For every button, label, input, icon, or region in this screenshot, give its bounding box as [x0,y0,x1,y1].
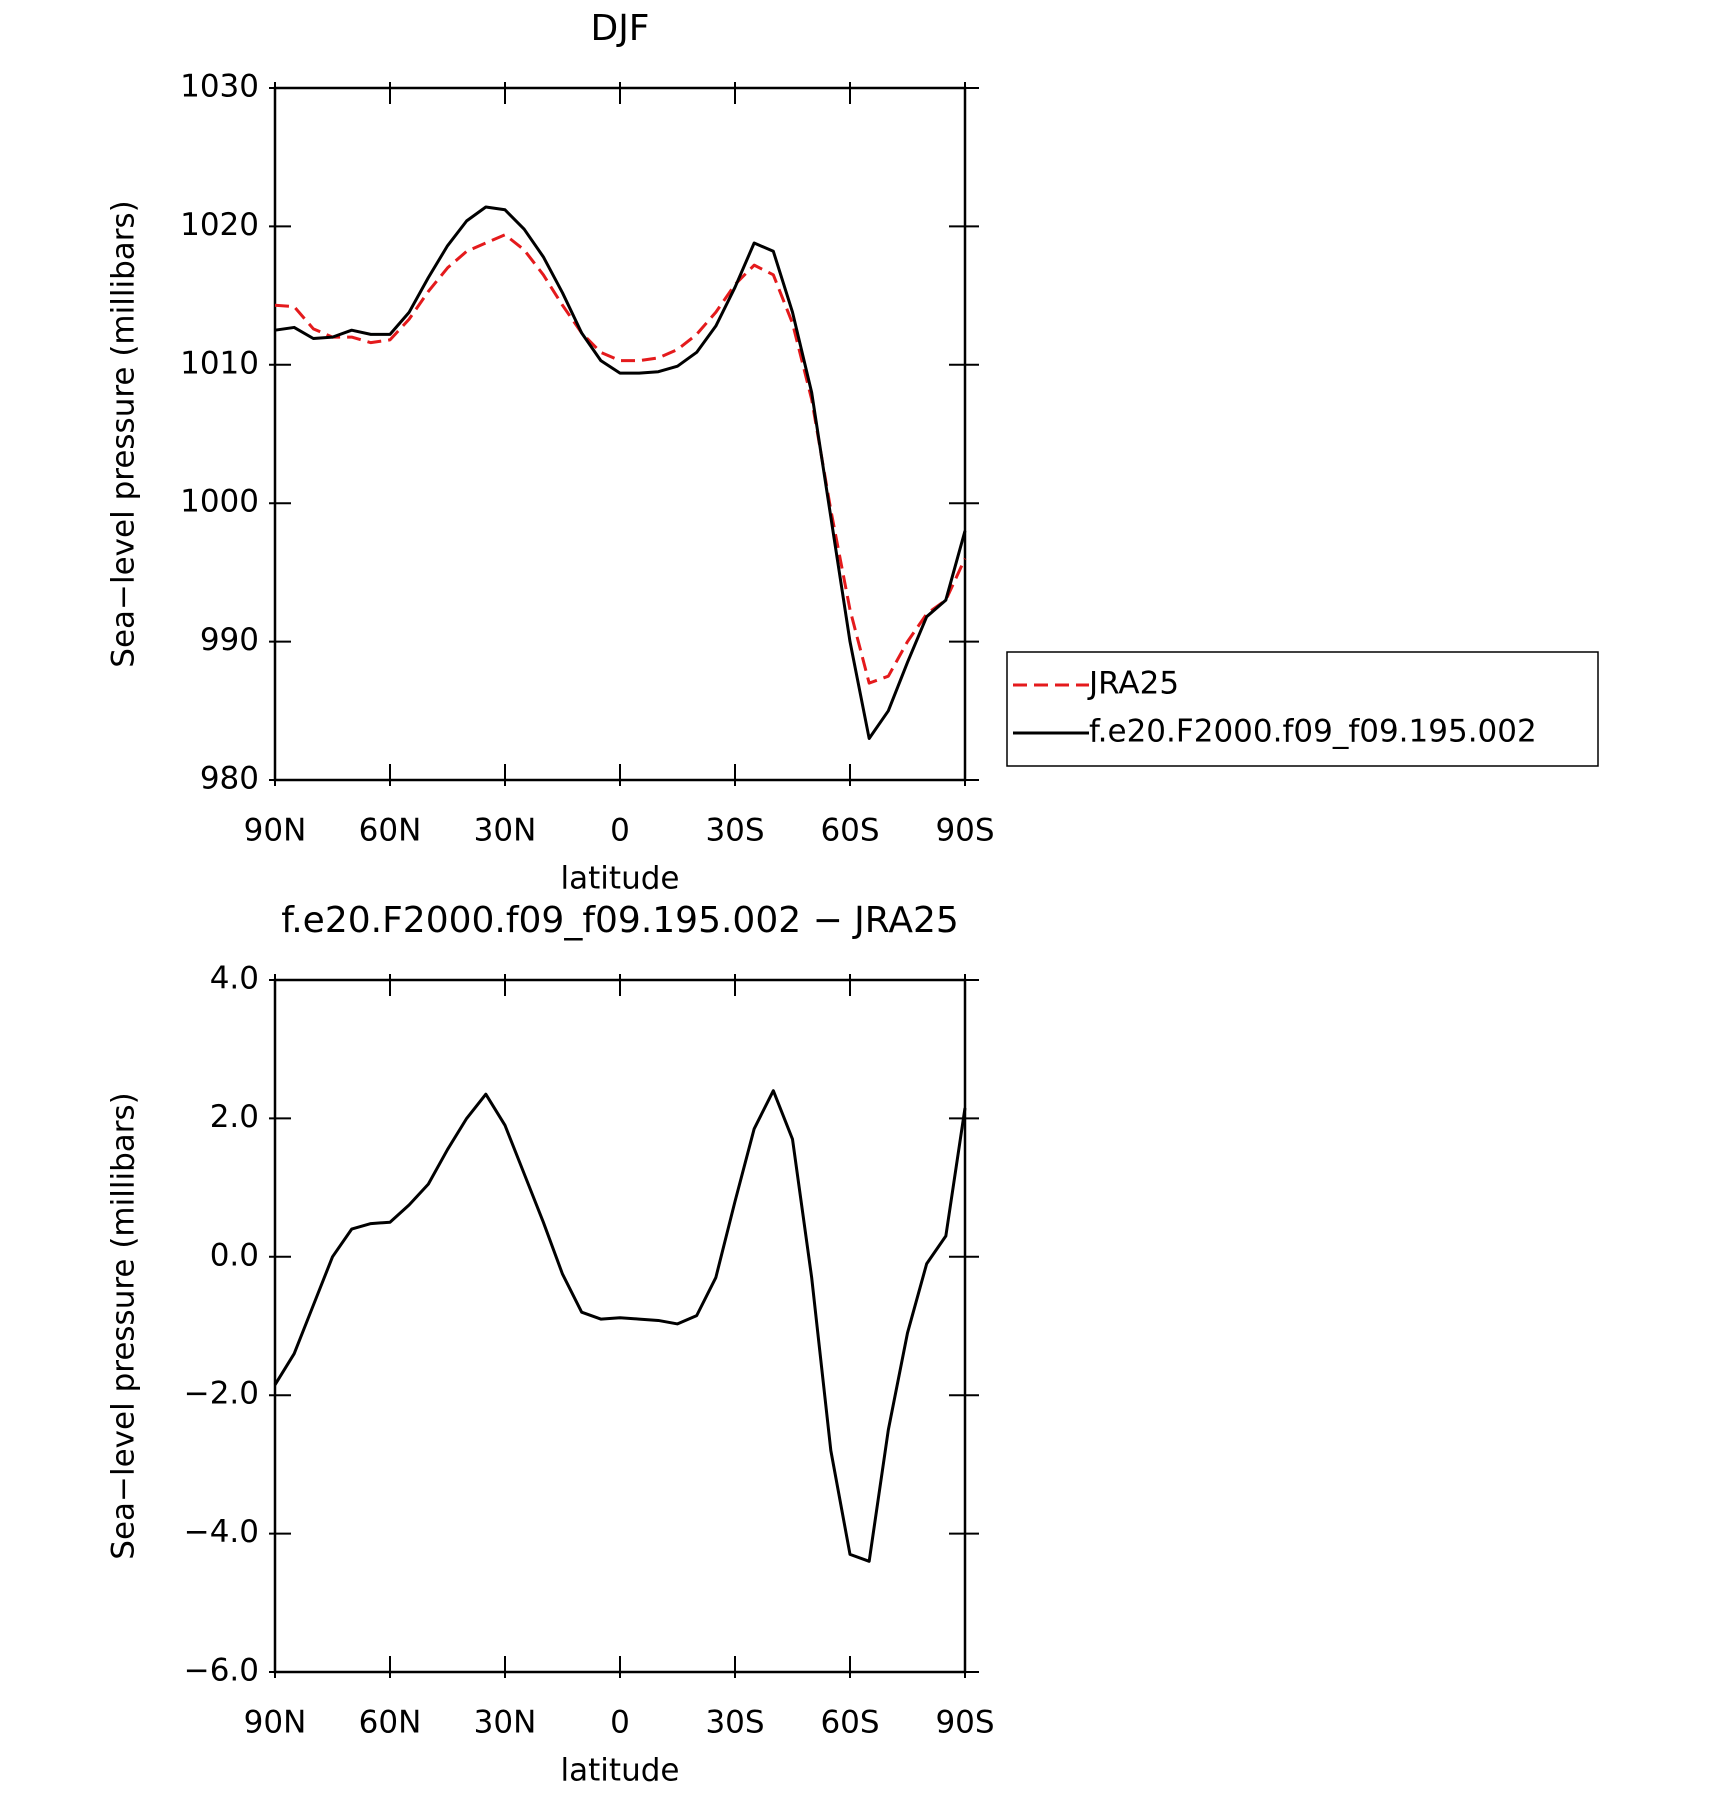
y-tick-label: −4.0 [184,1514,259,1550]
plot-frame [273,86,967,782]
x-tick-label: 30S [705,813,764,849]
x-tick-label: 60S [820,813,879,849]
x-tick-label: 0 [610,1705,630,1741]
y-tick-label: 1010 [180,345,259,381]
chart-title: DJF [590,8,649,49]
y-tick-label: 4.0 [210,961,259,997]
y-tick-label: 1020 [180,207,259,243]
y-tick-label: 0.0 [210,1237,259,1273]
legend-box [1006,651,1599,767]
x-tick-label: 60N [359,1705,422,1741]
x-axis-label: latitude [561,1753,680,1789]
x-tick-label: 0 [610,813,630,849]
legend-label: f.e20.F2000.f09_f09.195.002 [1089,714,1537,750]
y-tick-label: 1000 [180,484,259,520]
y-tick-label: 2.0 [210,1099,259,1135]
y-tick-label: 990 [200,622,259,658]
x-tick-label: 60S [820,1705,879,1741]
x-tick-label: 60N [359,813,422,849]
y-tick-label: 980 [200,761,259,797]
plot-frame [273,978,967,1674]
y-tick-label: −6.0 [184,1653,259,1689]
y-axis-label: Sea−level pressure (millibars) [106,200,142,667]
data-line [274,205,967,740]
data-line [273,1089,967,1563]
x-axis-label: latitude [561,861,680,897]
data-line [274,233,967,685]
x-tick-label: 90N [244,813,307,849]
x-tick-label: 30N [474,1705,537,1741]
x-tick-label: 30N [474,813,537,849]
legend-label: JRA25 [1087,666,1179,702]
y-tick-label: −2.0 [184,1376,259,1412]
y-tick-label: 1030 [180,69,259,105]
x-tick-label: 90S [935,813,994,849]
x-tick-label: 30S [705,1705,764,1741]
y-axis-label: Sea−level pressure (millibars) [106,1092,142,1559]
x-tick-label: 90N [244,1705,307,1741]
x-tick-label: 90S [935,1705,994,1741]
chart-title: f.e20.F2000.f09_f09.195.002 − JRA25 [281,900,959,941]
